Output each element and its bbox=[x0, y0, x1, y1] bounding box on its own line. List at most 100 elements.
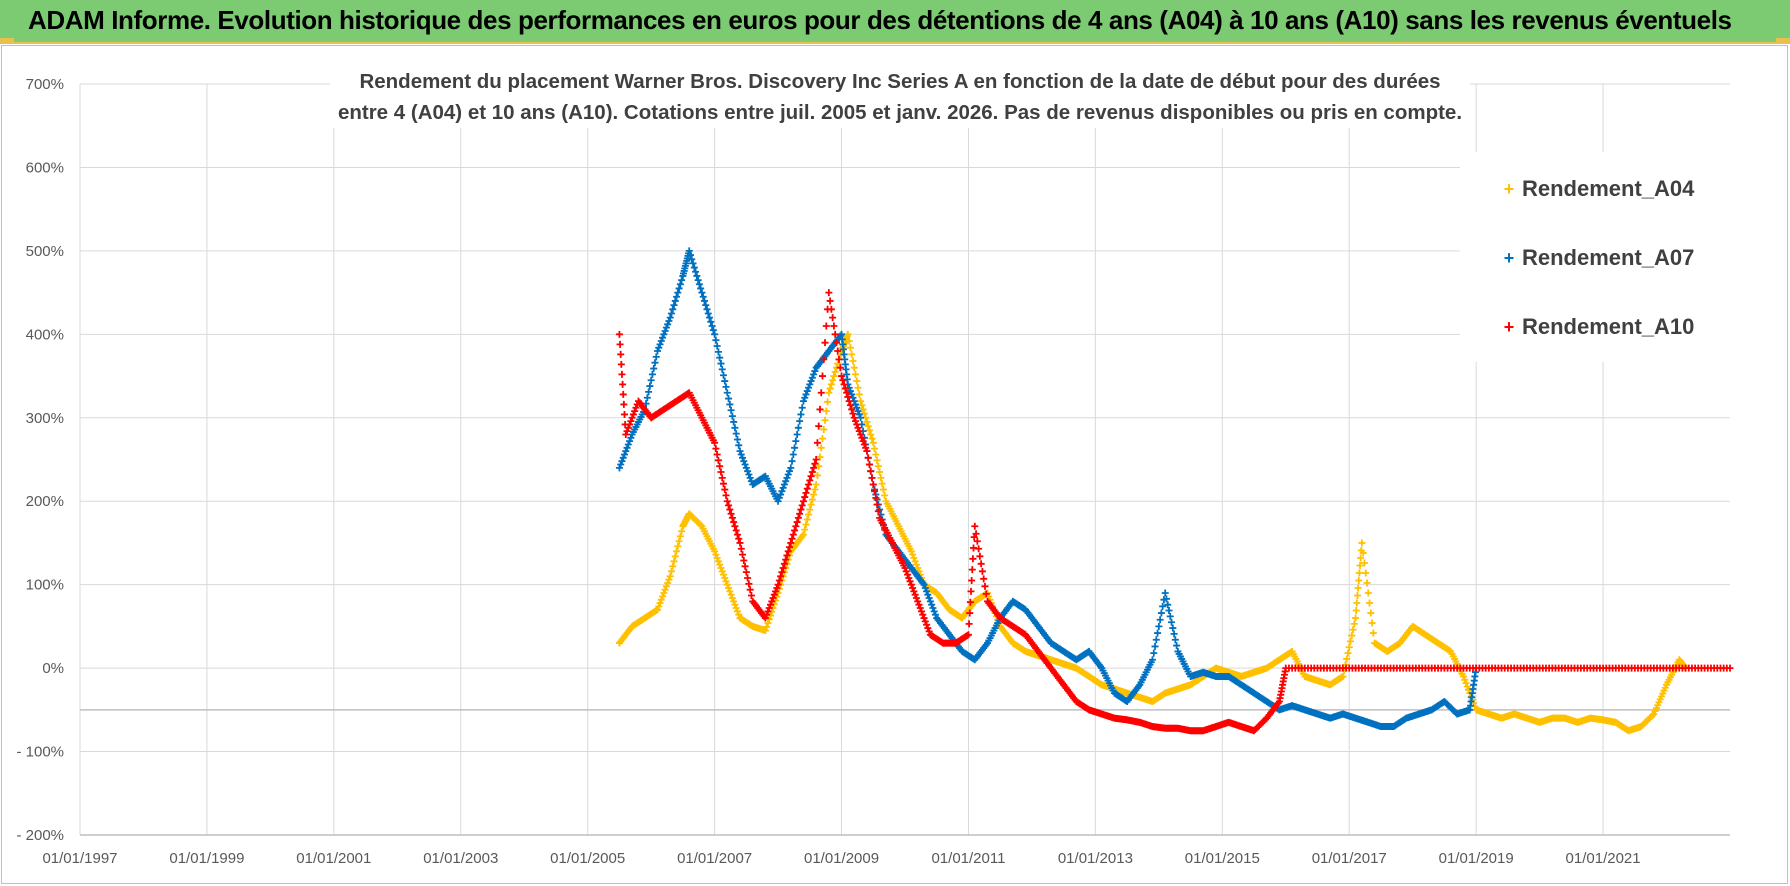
data-point bbox=[811, 460, 819, 468]
data-point bbox=[919, 611, 927, 619]
data-point bbox=[968, 576, 976, 584]
data-point bbox=[1368, 619, 1376, 627]
data-point bbox=[716, 354, 724, 362]
data-point bbox=[805, 511, 813, 519]
data-point bbox=[624, 424, 632, 432]
data-point bbox=[853, 377, 861, 385]
data-point bbox=[831, 330, 839, 338]
data-point bbox=[744, 467, 752, 475]
data-point bbox=[1355, 569, 1363, 577]
data-point bbox=[689, 259, 697, 267]
data-point bbox=[871, 445, 879, 453]
data-point bbox=[914, 597, 922, 605]
series-rendement_a04 bbox=[615, 330, 1690, 735]
data-point bbox=[674, 289, 682, 297]
data-point bbox=[901, 564, 909, 572]
data-point bbox=[1363, 579, 1371, 587]
data-point bbox=[654, 347, 661, 355]
chart-title: Rendement du placement Warner Bros. Disc… bbox=[330, 66, 1470, 128]
data-point bbox=[665, 576, 673, 584]
data-point bbox=[811, 486, 819, 494]
data-point bbox=[709, 326, 717, 334]
data-point bbox=[838, 372, 846, 380]
data-point bbox=[720, 571, 727, 579]
data-point bbox=[844, 330, 852, 338]
data-point bbox=[622, 430, 630, 438]
data-point bbox=[968, 566, 976, 574]
data-point bbox=[775, 576, 783, 584]
data-point bbox=[733, 531, 741, 539]
data-point bbox=[877, 474, 885, 482]
data-point bbox=[1339, 672, 1347, 680]
data-point bbox=[1157, 609, 1165, 617]
data-point bbox=[796, 417, 804, 425]
data-point bbox=[726, 400, 734, 408]
data-point bbox=[727, 510, 735, 518]
data-point bbox=[802, 489, 810, 497]
data-point bbox=[786, 543, 793, 551]
data-point bbox=[912, 594, 920, 602]
data-point bbox=[791, 444, 799, 452]
data-point bbox=[874, 462, 882, 470]
data-point bbox=[788, 535, 796, 543]
data-point bbox=[918, 607, 925, 615]
data-point bbox=[810, 464, 818, 472]
data-point bbox=[1345, 643, 1353, 651]
data-point bbox=[1161, 589, 1169, 597]
data-point bbox=[846, 387, 854, 395]
data-point bbox=[673, 293, 681, 301]
data-point bbox=[688, 255, 696, 263]
data-point bbox=[808, 468, 816, 476]
data-point bbox=[976, 552, 984, 560]
data-point bbox=[902, 567, 910, 575]
data-point bbox=[733, 435, 741, 443]
data-point bbox=[722, 491, 730, 499]
data-point bbox=[793, 430, 801, 438]
data-point bbox=[909, 584, 917, 592]
data-point bbox=[811, 367, 819, 375]
data-point bbox=[853, 420, 861, 428]
data-point bbox=[969, 555, 977, 563]
data-point bbox=[1462, 679, 1470, 687]
x-tick-label: 01/01/2021 bbox=[1566, 850, 1641, 867]
data-point bbox=[817, 389, 825, 397]
data-point bbox=[803, 516, 811, 524]
data-point bbox=[1353, 592, 1361, 600]
data-point bbox=[694, 276, 702, 284]
data-point bbox=[667, 567, 675, 575]
data-point bbox=[742, 568, 750, 576]
data-point bbox=[740, 556, 748, 564]
chart-title-line2: entre 4 (A04) et 10 ans (A10). Cotations… bbox=[337, 101, 1463, 124]
data-point bbox=[855, 390, 863, 398]
data-point bbox=[745, 471, 753, 479]
data-point bbox=[737, 545, 745, 553]
data-point bbox=[924, 591, 932, 599]
data-point bbox=[1358, 539, 1366, 547]
data-point bbox=[650, 365, 658, 373]
data-point bbox=[846, 344, 854, 352]
data-point bbox=[873, 501, 881, 509]
data-point bbox=[907, 581, 915, 589]
data-point bbox=[1173, 642, 1181, 650]
data-point bbox=[723, 581, 731, 589]
data-point bbox=[741, 461, 749, 469]
data-point bbox=[770, 591, 778, 599]
data-point bbox=[930, 607, 938, 615]
data-point bbox=[854, 384, 862, 392]
data-point bbox=[1154, 629, 1162, 637]
data-point bbox=[816, 405, 824, 413]
data-point bbox=[862, 444, 870, 452]
data-point bbox=[822, 322, 830, 330]
data-point bbox=[619, 390, 627, 398]
data-point bbox=[669, 305, 677, 313]
data-point bbox=[822, 407, 830, 415]
data-point bbox=[631, 407, 639, 415]
data-point bbox=[652, 353, 660, 361]
data-point bbox=[615, 464, 623, 472]
data-point bbox=[867, 430, 875, 438]
data-point bbox=[693, 272, 701, 280]
data-point bbox=[812, 481, 820, 489]
data-point bbox=[675, 537, 683, 545]
data-point bbox=[1354, 584, 1362, 592]
data-point bbox=[980, 575, 988, 583]
